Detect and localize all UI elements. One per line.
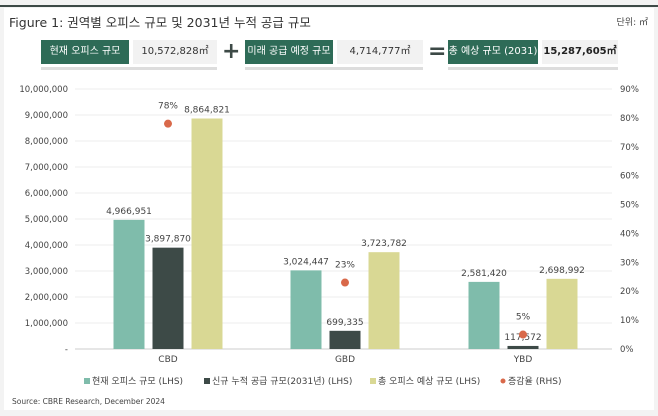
bar-gbd (290, 270, 322, 349)
bar-cbd (191, 118, 223, 350)
unit-label: 단위: ㎡ (616, 18, 648, 28)
category-label: GBD (335, 355, 355, 365)
left-tick-label: - (65, 345, 68, 355)
summary-underline (41, 67, 217, 70)
bar-value-label: 3,723,782 (361, 239, 407, 249)
summary-underline (448, 67, 618, 70)
legend-label: 현재 오피스 규모 (LHS) (92, 376, 183, 387)
category-label: YBD (513, 355, 533, 365)
growth-rate-label: 5% (516, 313, 531, 323)
plus-icon: + (222, 39, 241, 64)
bar-value-label: 699,335 (326, 318, 363, 328)
source-note: Source: CBRE Research, December 2024 (12, 397, 165, 406)
right-tick-label: 90% (620, 85, 639, 95)
legend-marker (500, 378, 506, 384)
legend-marker (370, 378, 376, 384)
right-tick-label: 0% (620, 345, 634, 355)
current-size-label: 현재 오피스 규모 (41, 40, 129, 64)
left-tick-label: 5,000,000 (25, 215, 68, 225)
right-tick-label: 40% (620, 229, 639, 239)
growth-rate-point (341, 278, 349, 287)
growth-rate-point (519, 330, 527, 339)
bar-ybd (468, 281, 500, 349)
right-tick-label: 30% (620, 258, 639, 268)
bar-ybd (507, 345, 539, 349)
growth-rate-label: 23% (335, 261, 355, 271)
bar-gbd (329, 330, 361, 349)
left-tick-label: 9,000,000 (25, 111, 68, 121)
right-tick-label: 20% (620, 287, 639, 297)
bar-gbd (368, 252, 400, 349)
legend-label: 증감율 (RHS) (508, 375, 561, 387)
bar-cbd (152, 247, 184, 349)
right-tick-label: 10% (620, 316, 639, 326)
current-size-value: 10,572,828㎡ (133, 40, 217, 64)
equals-icon: = (428, 39, 447, 64)
top-rule (0, 5, 658, 7)
bar-ybd (546, 278, 578, 349)
total-size-value: 15,287,605㎡ (542, 40, 618, 64)
left-tick-label: 10,000,000 (19, 85, 68, 95)
left-tick-label: 8,000,000 (25, 137, 68, 147)
right-tick-label: 60% (620, 172, 639, 182)
bar-cbd (113, 219, 145, 349)
legend-marker (204, 378, 210, 384)
left-tick-label: 6,000,000 (25, 189, 68, 199)
future-supply-value: 4,714,777㎡ (337, 40, 423, 64)
legend-label: 총 오피스 예상 규모 (LHS) (378, 376, 480, 387)
left-tick-label: 3,000,000 (25, 267, 68, 277)
bar-value-label: 8,864,821 (184, 106, 230, 116)
chart-card (4, 8, 654, 410)
bar-value-label: 3,024,447 (283, 257, 329, 267)
legend-marker (84, 378, 90, 384)
left-tick-label: 7,000,000 (25, 163, 68, 173)
bar-value-label: 2,581,420 (461, 269, 507, 279)
right-tick-label: 70% (620, 143, 639, 153)
right-tick-label: 80% (620, 114, 639, 124)
left-tick-label: 2,000,000 (25, 293, 68, 303)
category-label: CBD (158, 355, 177, 365)
total-size-label: 총 예상 규모 (2031) (448, 40, 538, 64)
bar-value-label: 4,966,951 (106, 207, 152, 217)
left-tick-label: 4,000,000 (25, 241, 68, 251)
right-tick-label: 50% (620, 201, 639, 211)
summary-underline (245, 67, 423, 70)
future-supply-label: 미래 공급 예정 규모 (245, 40, 333, 64)
legend-label: 신규 누적 공급 규모(2031년) (LHS) (212, 375, 352, 387)
growth-rate-point (164, 119, 172, 128)
growth-rate-label: 78% (158, 102, 178, 112)
figure-title: Figure 1: 권역별 오피스 규모 및 2031년 누적 공급 규모 (9, 15, 311, 30)
left-tick-label: 1,000,000 (25, 319, 68, 329)
bar-value-label: 3,897,870 (145, 235, 191, 245)
bar-value-label: 2,698,992 (539, 266, 585, 276)
